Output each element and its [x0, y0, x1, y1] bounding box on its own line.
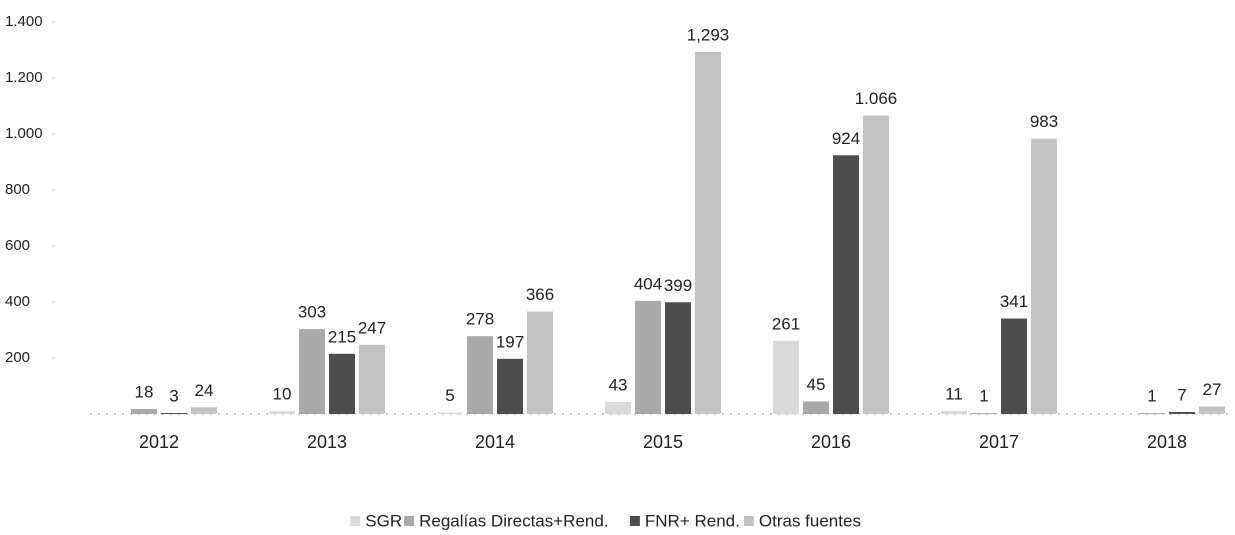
x-tick-label: 2016: [811, 432, 851, 452]
data-label: 10: [273, 385, 292, 404]
legend-label: Otras fuentes: [759, 511, 861, 530]
x-tick-label: 2015: [643, 432, 683, 452]
bar: [605, 401, 631, 414]
y-tick-label: 1.000: [5, 125, 43, 142]
data-label: 197: [496, 332, 524, 351]
data-label: 27: [1203, 380, 1222, 399]
y-tick-label: 400: [5, 293, 30, 310]
bar: [467, 336, 493, 414]
data-label: 399: [664, 276, 692, 295]
data-label: 7: [1177, 386, 1186, 405]
data-label: 24: [195, 381, 214, 400]
bar: [527, 311, 553, 414]
bar: [773, 340, 799, 414]
bar: [665, 302, 691, 414]
data-label: 43: [609, 375, 628, 394]
data-label: 215: [328, 327, 356, 346]
data-label: 1: [1147, 386, 1156, 405]
bar: [803, 401, 829, 414]
legend-label: SGR: [365, 511, 402, 530]
bar: [359, 344, 385, 414]
legend-label: Regalías Directas+Rend.: [419, 511, 608, 530]
data-label: 5: [445, 386, 454, 405]
x-tick-label: 2014: [475, 432, 515, 452]
data-label: 11: [945, 384, 963, 403]
y-tick-label: 1.200: [5, 69, 43, 86]
x-tick-label: 2012: [139, 432, 179, 452]
legend-swatch: [743, 516, 754, 526]
data-label: 1,293: [687, 25, 730, 44]
data-label: 303: [298, 303, 326, 322]
data-label: 45: [807, 375, 826, 394]
legend-swatch: [350, 516, 361, 526]
bar: [1139, 413, 1165, 414]
bar: [497, 358, 523, 414]
data-label: 983: [1030, 112, 1058, 131]
bar: [971, 413, 997, 414]
y-tick-label: 800: [5, 181, 30, 198]
y-tick-label: 1.400: [5, 13, 43, 30]
bar: [191, 407, 217, 414]
bar: [299, 329, 325, 414]
data-label: 247: [358, 318, 386, 337]
bar: [269, 411, 295, 414]
bar: [437, 412, 463, 414]
legend-swatch: [404, 516, 415, 526]
bar: [1031, 138, 1057, 414]
bar: [1169, 412, 1195, 414]
legend-swatch: [629, 516, 640, 526]
x-tick-label: 2017: [979, 432, 1019, 452]
bar: [329, 353, 355, 414]
bar: [1001, 318, 1027, 414]
data-label: 278: [466, 310, 494, 329]
bar: [941, 410, 967, 414]
data-label: 366: [526, 285, 554, 304]
y-tick-label: 200: [5, 349, 30, 366]
data-label: 924: [832, 129, 860, 148]
bar: [833, 155, 859, 414]
x-tick-label: 2013: [307, 432, 347, 452]
data-label: 341: [1000, 292, 1028, 311]
legend-label: FNR+ Rend.: [645, 511, 740, 530]
data-label: 1.066: [855, 89, 898, 108]
data-label: 3: [169, 386, 178, 405]
bar: [161, 413, 187, 414]
bar: [863, 115, 889, 415]
data-label: 18: [135, 382, 154, 401]
bar: [635, 300, 661, 414]
bar: [1199, 406, 1225, 414]
data-label: 404: [634, 274, 662, 293]
x-tick-label: 2018: [1147, 432, 1187, 452]
data-label: 261: [772, 314, 800, 333]
bar: [695, 51, 721, 415]
data-label: 1: [979, 386, 988, 405]
bar: [131, 408, 157, 414]
y-tick-label: 600: [5, 237, 30, 254]
